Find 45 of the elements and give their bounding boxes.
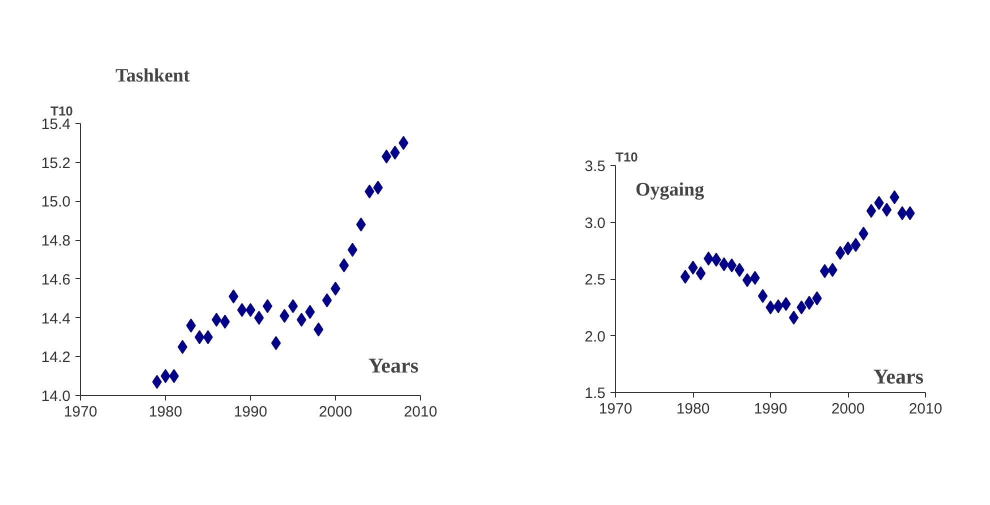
point [758,289,768,304]
x-tick-label: 1980 [676,400,710,418]
y-tick-label: 2.5 [584,272,606,288]
y-tick-label: 3.0 [584,214,606,232]
y-tick-label: 14.6 [41,271,71,288]
x-tick-label: 1980 [148,404,182,420]
point [773,299,784,314]
y-tick-label: 2.0 [584,328,606,346]
y-tick-label: 15.4 [41,116,71,133]
y-axis-title: T10 [616,150,638,164]
x-tick-label: 2000 [831,400,865,418]
point [788,310,799,325]
text: Oygaing [636,180,705,200]
point [866,204,876,218]
x-tick-label: 2010 [908,400,942,418]
point [696,266,706,280]
x-axis-title: Years [368,354,419,378]
point [850,238,861,252]
x-tick-label: 2010 [404,404,438,420]
point [742,273,752,288]
x-tick-label: 1990 [754,400,788,418]
y-tick-label: 14.4 [41,310,71,328]
point [835,246,846,260]
x-tick-label: 1970 [598,400,632,418]
point [711,252,722,267]
y-tick-label: 15.0 [41,194,71,211]
x-tick-label: 1970 [64,404,98,420]
point [897,206,908,220]
y-axis-title: T10 [50,104,73,118]
point [804,296,814,310]
y-tick-label: 14.8 [41,232,71,250]
point [364,184,374,198]
y-tick-label: 3.5 [584,158,606,175]
y-tick-label: 1.5 [584,385,606,402]
y-tick-label: 15.2 [41,154,71,172]
x-tick-label: 2000 [318,404,352,420]
y-tick-label: 14.0 [41,388,71,405]
x-axis-title: Years [873,364,924,388]
point [726,258,737,272]
point [882,202,892,217]
chart-title: Tashkent [116,66,190,86]
x-tick-label: 1990 [234,404,268,420]
point [680,270,690,284]
y-tick-label: 14.2 [41,349,71,366]
point [820,264,830,278]
